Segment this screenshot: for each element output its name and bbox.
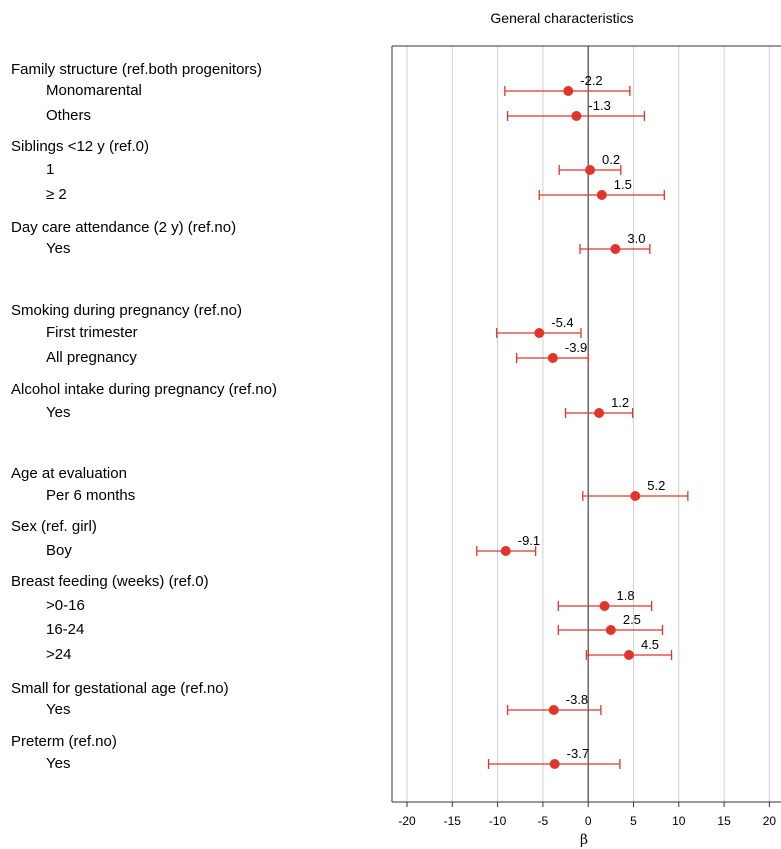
row-label: All pregnancy bbox=[46, 349, 137, 366]
group-label: Day care attendance (2 y) (ref.no) bbox=[11, 219, 237, 236]
x-axis-label: β bbox=[580, 832, 589, 848]
group-label: Sex (ref. girl) bbox=[11, 518, 97, 535]
value-label: 2.5 bbox=[623, 612, 641, 627]
point-estimate bbox=[623, 650, 634, 660]
value-label: 4.5 bbox=[641, 637, 659, 652]
x-tick-label: -15 bbox=[444, 814, 462, 828]
point-estimate bbox=[610, 244, 621, 254]
group-label: Preterm (ref.no) bbox=[11, 733, 117, 750]
x-tick-label: -10 bbox=[489, 814, 507, 828]
value-label: 5.2 bbox=[647, 478, 665, 493]
value-label: 1.2 bbox=[611, 395, 629, 410]
row-label: Yes bbox=[46, 404, 71, 421]
x-tick-label: -20 bbox=[398, 814, 416, 828]
group-label: Breast feeding (weeks) (ref.0) bbox=[11, 573, 209, 590]
value-label: 1.5 bbox=[614, 177, 632, 192]
row-label: Monomarental bbox=[46, 82, 142, 99]
value-label: -5.4 bbox=[551, 315, 573, 330]
row-label: >0-16 bbox=[46, 597, 85, 614]
group-label: Alcohol intake during pregnancy (ref.no) bbox=[11, 381, 277, 398]
row-label: Yes bbox=[46, 240, 71, 257]
point-estimate bbox=[563, 86, 574, 96]
row-labels: Family structure (ref.both progenitors) M… bbox=[0, 0, 390, 849]
group-label: Family structure (ref.both progenitors) bbox=[11, 61, 262, 78]
group-label: Age at evaluation bbox=[11, 465, 127, 482]
x-tick-label: 20 bbox=[763, 814, 777, 828]
group-label: Smoking during pregnancy (ref.no) bbox=[11, 302, 242, 319]
row-label: Yes bbox=[46, 701, 71, 718]
chart-title: General characteristics bbox=[490, 10, 634, 26]
value-label: 3.0 bbox=[627, 231, 645, 246]
point-estimate bbox=[548, 705, 559, 715]
row-label: 16-24 bbox=[46, 621, 85, 638]
point-estimate bbox=[630, 491, 641, 501]
row-label: ≥ 2 bbox=[46, 186, 67, 203]
value-label: 1.8 bbox=[617, 588, 635, 603]
x-tick-label: 15 bbox=[717, 814, 731, 828]
row-label: 1 bbox=[46, 161, 55, 178]
point-estimate bbox=[571, 111, 582, 121]
row-label: First trimester bbox=[46, 324, 138, 341]
x-tick-label: 5 bbox=[630, 814, 637, 828]
point-estimate bbox=[534, 328, 545, 338]
point-estimate bbox=[547, 353, 558, 363]
point-estimate bbox=[594, 408, 605, 418]
value-label: -9.1 bbox=[518, 533, 540, 548]
point-estimate bbox=[585, 165, 596, 175]
x-tick-label: 0 bbox=[585, 814, 592, 828]
group-label: Small for gestational age (ref.no) bbox=[11, 680, 229, 697]
row-label: Per 6 months bbox=[46, 487, 136, 504]
x-tick-label: 10 bbox=[672, 814, 686, 828]
point-estimate bbox=[599, 601, 610, 611]
point-estimate bbox=[500, 546, 511, 556]
point-estimate bbox=[596, 190, 607, 200]
x-tick-label: -5 bbox=[538, 814, 549, 828]
value-label: 0.2 bbox=[602, 152, 620, 167]
row-label: Others bbox=[46, 107, 92, 124]
group-label: Siblings <12 y (ref.0) bbox=[11, 138, 149, 155]
value-label: -3.7 bbox=[567, 746, 589, 761]
row-label: >24 bbox=[46, 646, 72, 663]
point-estimate bbox=[549, 759, 560, 769]
value-label: -2.2 bbox=[580, 73, 602, 88]
value-label: -1.3 bbox=[588, 98, 610, 113]
row-label: Boy bbox=[46, 542, 72, 559]
point-estimate bbox=[605, 625, 616, 635]
row-label: Yes bbox=[46, 755, 71, 772]
value-label: -3.9 bbox=[565, 340, 587, 355]
value-label: -3.8 bbox=[566, 692, 588, 707]
